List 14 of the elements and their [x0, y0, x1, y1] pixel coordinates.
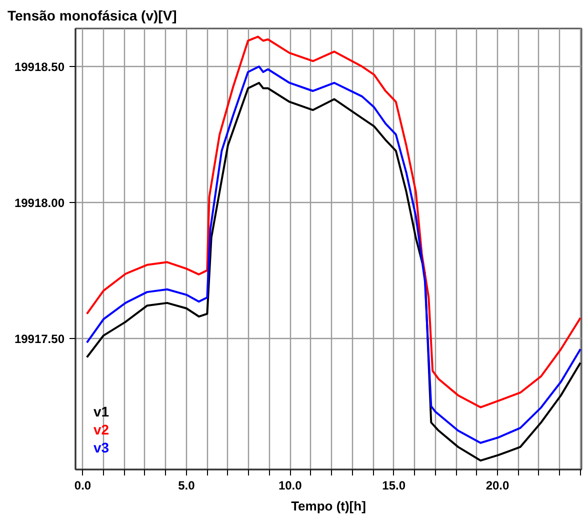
x-tick-label: 15.0: [382, 478, 406, 492]
x-tick-label: 10.0: [278, 478, 302, 492]
text: v2: [94, 422, 110, 438]
x-axis-title: Tempo (t)[h]: [291, 498, 366, 514]
text: v3: [94, 440, 110, 456]
x-tick-label: 0.0: [74, 478, 92, 492]
chart-title: Tensão monofásica (v)[V]: [8, 8, 177, 24]
text: v1: [94, 404, 110, 420]
line-series: [86, 36, 582, 408]
x-tick-label: 5.0: [178, 478, 196, 492]
y-tick-label: 19918.00: [14, 196, 65, 210]
y-tick-label: 19917.50: [14, 332, 65, 346]
x-tick-label: 20.0: [486, 478, 510, 492]
y-tick-label: 19918.50: [14, 60, 65, 74]
